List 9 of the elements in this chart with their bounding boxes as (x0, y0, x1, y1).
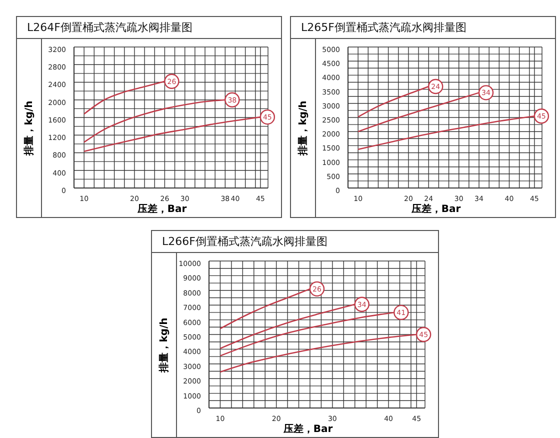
y-axis-title: 排量，kg/h (296, 100, 310, 156)
y-axis-title: 排量，kg/h (22, 100, 36, 156)
chart-title: L266F倒置桶式蒸汽疏水阀排量图 (152, 231, 438, 253)
x-axis-title: 压差，Bar (282, 423, 334, 437)
chart-title: L264F倒置桶式蒸汽疏水阀排量图 (17, 17, 281, 39)
x-axis-title: 压差，Bar (410, 203, 462, 217)
y-axis-title: 排量，kg/h (158, 318, 171, 372)
x-axis-title: 压差，Bar (136, 203, 188, 217)
chart-title: L265F倒置桶式蒸汽疏水阀排量图 (291, 17, 555, 39)
